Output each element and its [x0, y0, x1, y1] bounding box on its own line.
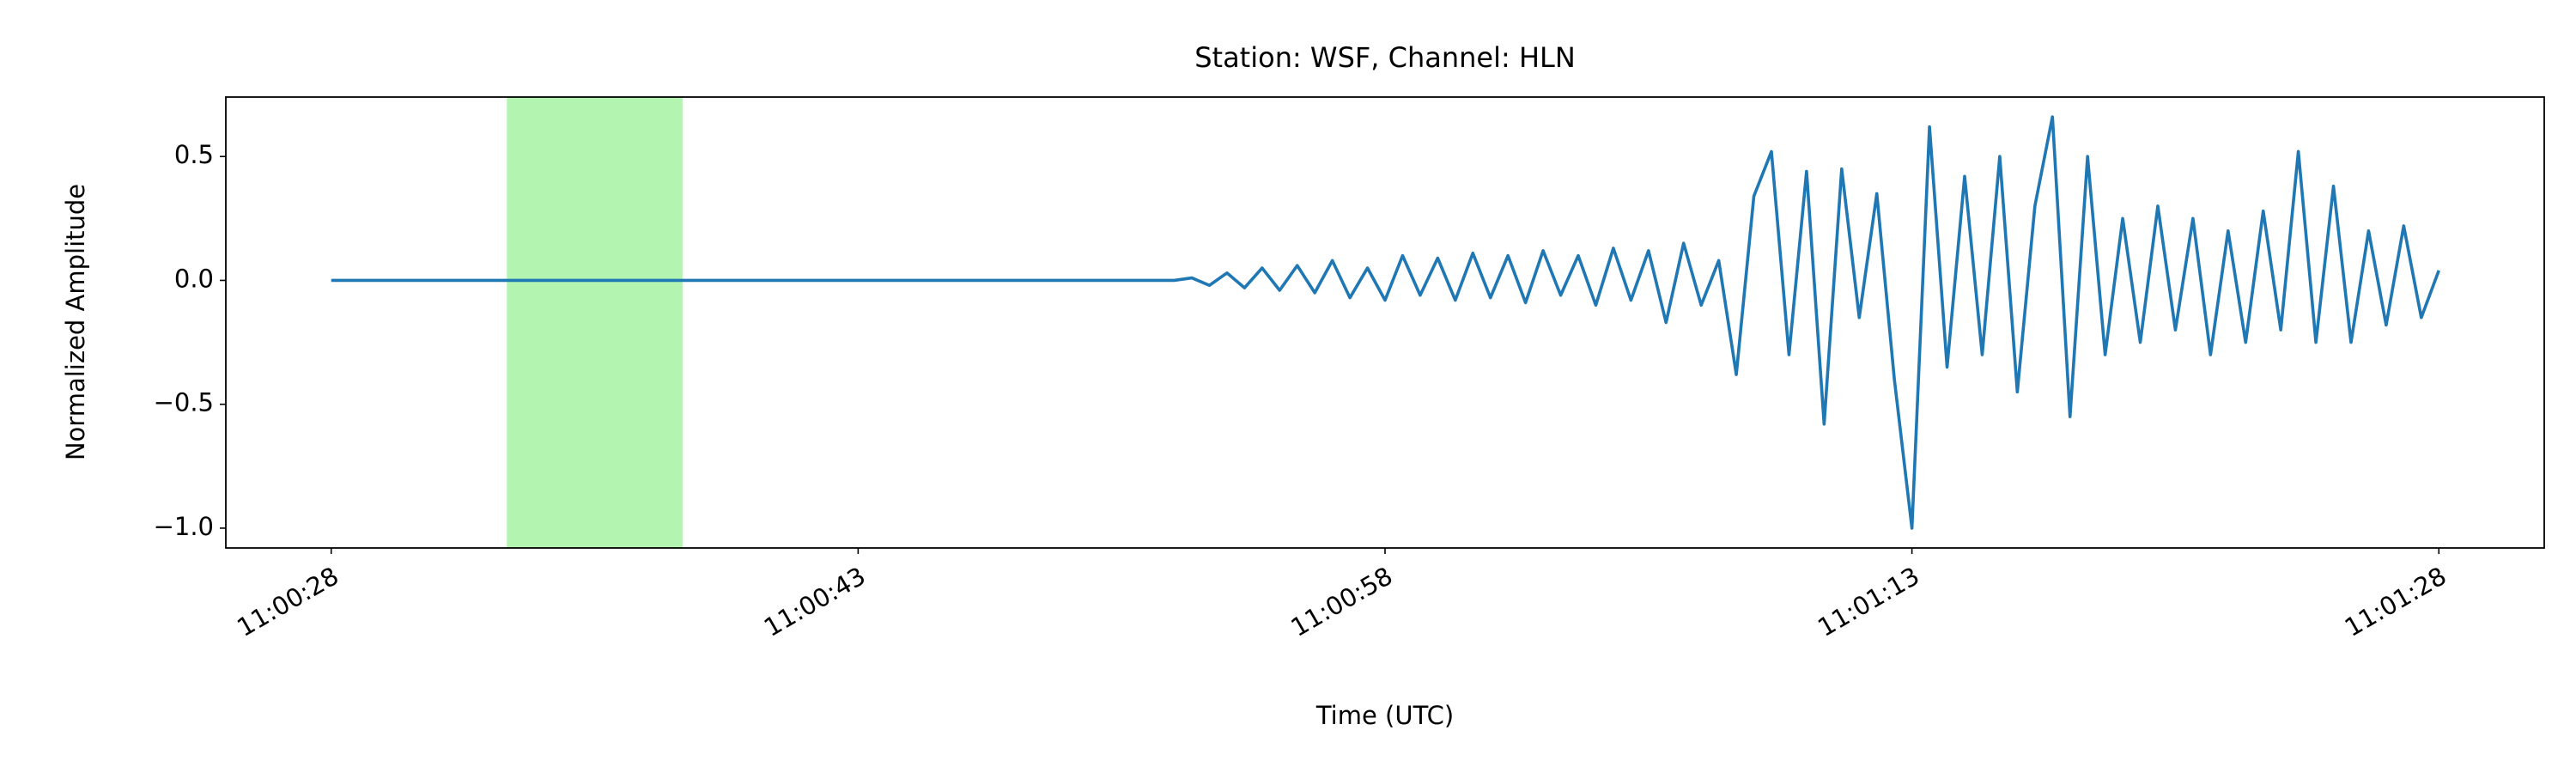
- waveform-line: [331, 115, 2440, 530]
- x-tick-label: 11:01:28: [2340, 561, 2451, 642]
- x-tick-label: 11:00:28: [232, 561, 343, 642]
- y-tick-label: 0.0: [174, 264, 214, 293]
- highlight-span: [507, 97, 683, 548]
- chart-title: Station: WSF, Channel: HLN: [1194, 41, 1576, 74]
- x-axis-label: Time (UTC): [1315, 701, 1454, 730]
- x-tick-label: 11:00:43: [759, 561, 871, 642]
- y-tick-label: −0.5: [154, 388, 214, 417]
- axes-frame: [225, 96, 2545, 549]
- y-tick-label: 0.5: [174, 140, 214, 169]
- y-tick-label: −1.0: [154, 512, 214, 541]
- x-tick-label: 11:01:13: [1813, 561, 1924, 642]
- x-tick-label: 11:00:58: [1285, 561, 1397, 642]
- y-axis-label: Normalized Amplitude: [61, 184, 90, 460]
